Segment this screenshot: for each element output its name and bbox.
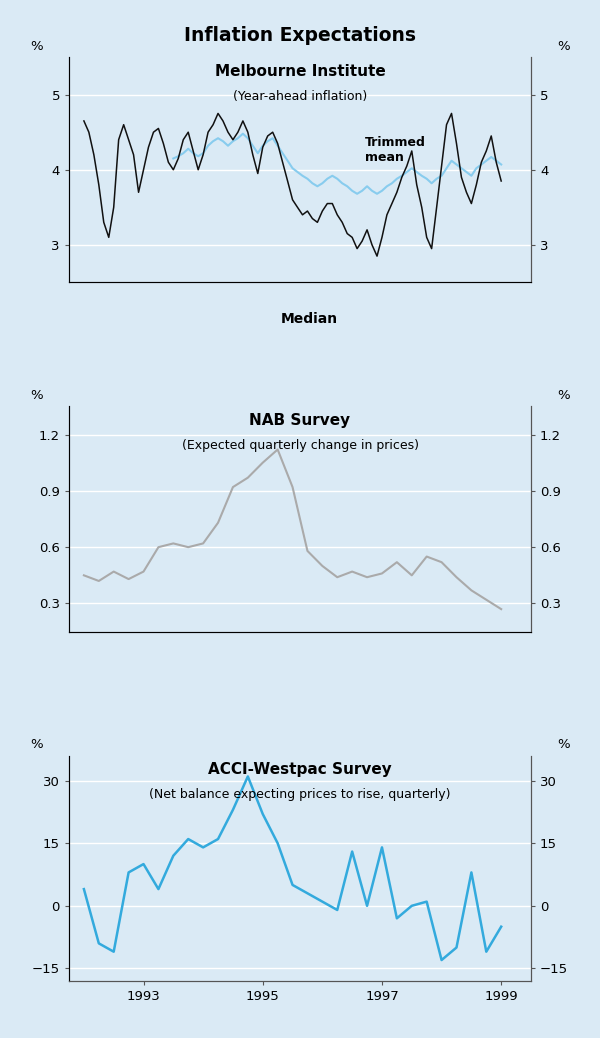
Text: %: % xyxy=(31,738,43,752)
Text: %: % xyxy=(557,389,569,402)
Text: (Year-ahead inflation): (Year-ahead inflation) xyxy=(233,89,367,103)
Text: %: % xyxy=(31,39,43,53)
Text: NAB Survey: NAB Survey xyxy=(250,413,350,428)
Text: Inflation Expectations: Inflation Expectations xyxy=(184,26,416,45)
Text: Median: Median xyxy=(281,311,338,326)
Text: %: % xyxy=(557,39,569,53)
Text: %: % xyxy=(31,389,43,402)
Text: %: % xyxy=(557,738,569,752)
Text: (Expected quarterly change in prices): (Expected quarterly change in prices) xyxy=(182,439,419,452)
Text: Trimmed
mean: Trimmed mean xyxy=(365,136,425,164)
Text: Melbourne Institute: Melbourne Institute xyxy=(215,64,385,79)
Text: ACCI-Westpac Survey: ACCI-Westpac Survey xyxy=(208,762,392,777)
Text: (Net balance expecting prices to rise, quarterly): (Net balance expecting prices to rise, q… xyxy=(149,788,451,801)
